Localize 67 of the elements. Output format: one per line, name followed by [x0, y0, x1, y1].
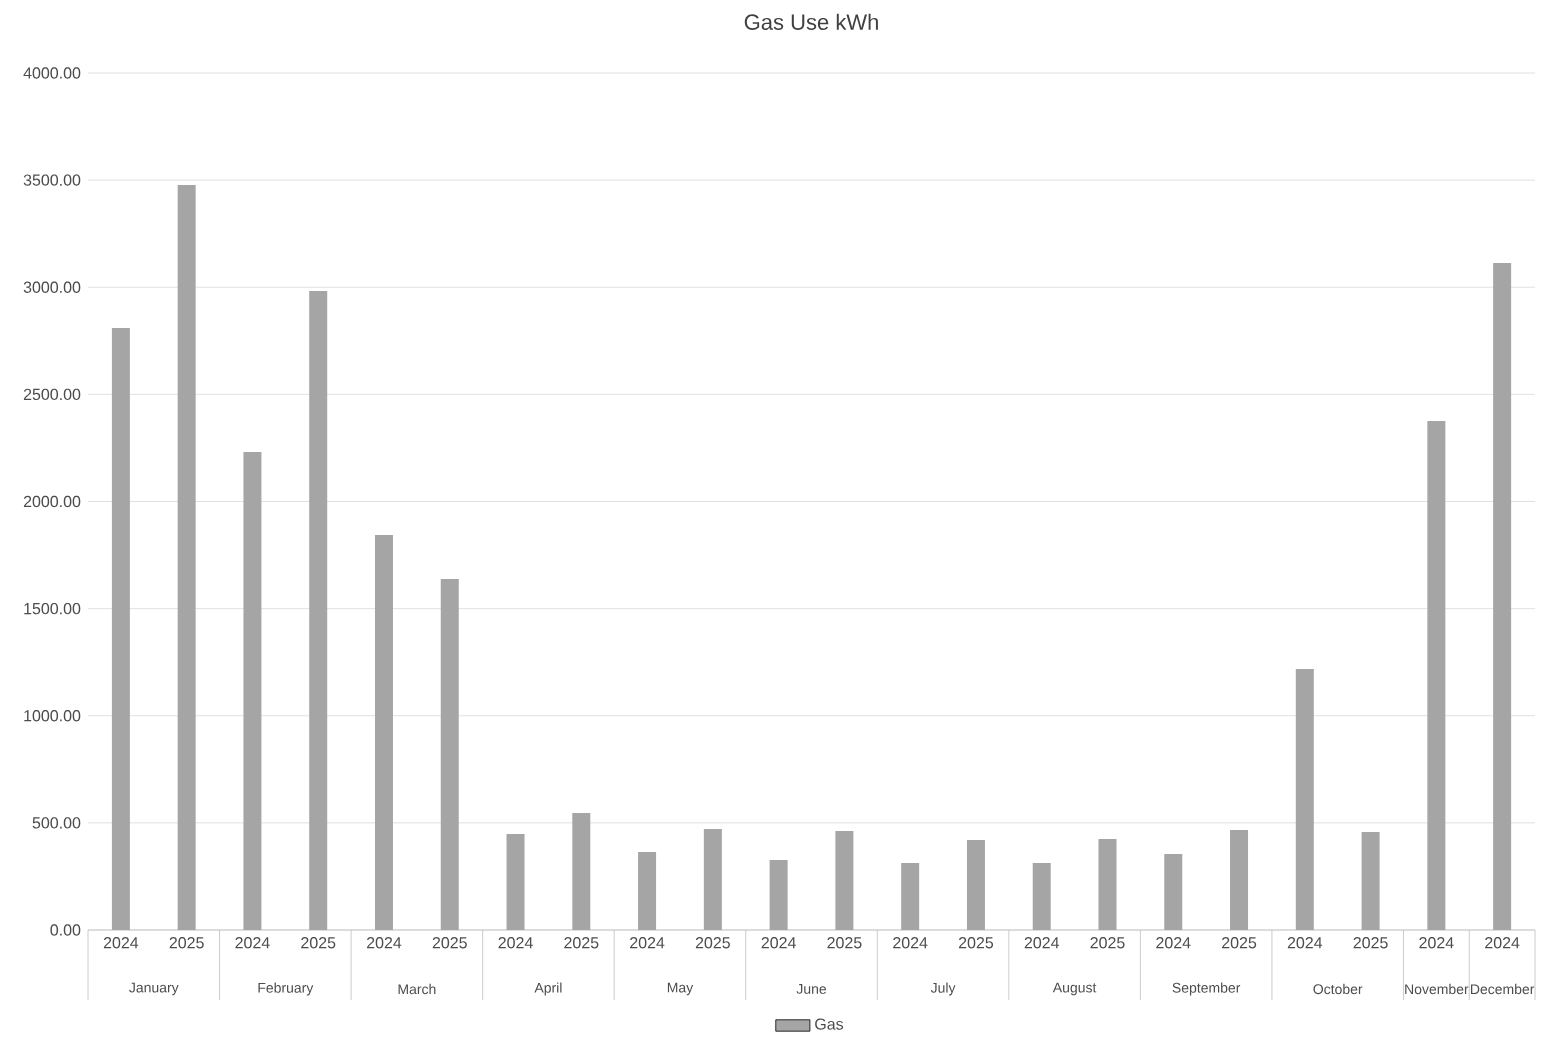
text: September: [1172, 982, 1241, 996]
x-tick-label: 2025: [1090, 937, 1125, 949]
x-tick-label: 2025: [695, 937, 730, 949]
bar: [243, 452, 262, 930]
y-tick-label: 500.00: [32, 817, 81, 829]
bar: [1361, 832, 1380, 930]
y-tick-label: 1000.00: [24, 710, 81, 722]
text: April: [534, 982, 562, 996]
x-tick-label: 2024: [1156, 937, 1191, 949]
bar: [440, 579, 459, 930]
bar: [1164, 853, 1183, 930]
y-tick-label: 1500.00: [24, 602, 81, 615]
bar: [703, 829, 722, 930]
x-tick-label: 2024: [367, 937, 402, 949]
y-tick-label: 0.00: [50, 924, 81, 936]
bar: [966, 840, 985, 930]
text: March: [398, 983, 436, 995]
bar: [1098, 838, 1117, 930]
text: July: [930, 982, 956, 996]
y-tick-label: 3500.00: [23, 174, 81, 186]
text: August: [1052, 982, 1097, 996]
bar: [769, 859, 788, 930]
x-tick-label: 2024: [1419, 937, 1454, 949]
y-tick-label: 4000.00: [23, 67, 81, 79]
x-tick-label: 2025: [432, 937, 467, 949]
x-tick-label: 2025: [1353, 937, 1388, 949]
x-tick-label: 2024: [1287, 937, 1323, 949]
x-tick-label: 2025: [301, 937, 336, 949]
x-tick-label: 2024: [761, 937, 796, 949]
bar: [1032, 862, 1051, 930]
text: November: [1405, 983, 1469, 995]
bar: [638, 852, 657, 930]
x-tick-label: 2025: [1222, 937, 1257, 949]
x-tick-label: 2025: [564, 937, 599, 949]
legend-label: Gas: [815, 1018, 844, 1030]
bar: [1295, 669, 1314, 930]
x-tick-label: 2025: [169, 937, 204, 949]
bar: [1493, 263, 1512, 930]
text: May: [667, 982, 694, 996]
y-tick-label: 2000.00: [23, 495, 81, 508]
text: October: [1313, 983, 1363, 995]
bar: [309, 290, 328, 930]
bar: [177, 185, 196, 930]
x-tick-label: 2024: [893, 937, 928, 949]
text: June: [796, 984, 827, 994]
x-tick-label: 2024: [235, 937, 270, 949]
bar: [111, 327, 130, 930]
x-tick-label: 2024: [1024, 937, 1060, 949]
chart-title: Gas Use kWh: [744, 13, 878, 30]
text: January: [129, 982, 179, 996]
y-tick-label: 2500.00: [23, 388, 81, 401]
y-tick-label: 3000.00: [23, 281, 81, 293]
x-tick-label: 2024: [1485, 937, 1520, 949]
bar: [572, 813, 591, 930]
x-tick-label: 2024: [103, 937, 139, 949]
bar: [374, 534, 393, 930]
bar: [1230, 829, 1249, 930]
x-tick-label: 2024: [498, 937, 533, 949]
bar: [901, 862, 920, 930]
x-tick-label: 2024: [630, 937, 665, 949]
x-tick-label: 2025: [958, 937, 994, 949]
bar: [1427, 420, 1446, 930]
text: December: [1471, 983, 1535, 995]
x-tick-label: 2025: [827, 937, 862, 949]
bar: [835, 831, 854, 930]
text: February: [258, 982, 314, 996]
bar: [506, 834, 525, 930]
